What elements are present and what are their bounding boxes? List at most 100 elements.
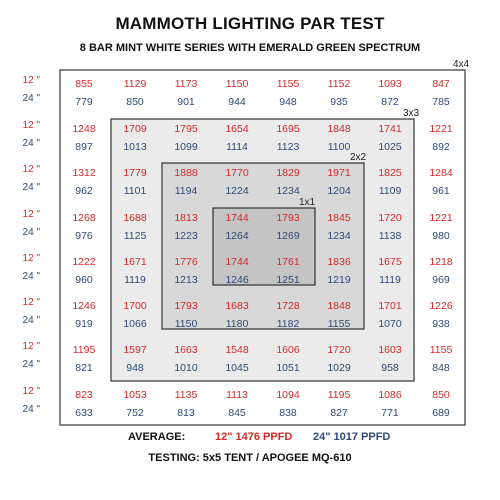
value-12in-r5-c7: 1675 xyxy=(378,256,402,268)
value-12in-r1-c2: 1129 xyxy=(124,78,147,90)
value-12in-r5-c8: 1218 xyxy=(429,256,453,268)
chart-title: MAMMOTH LIGHTING PAR TEST xyxy=(115,14,385,33)
zone-label-4x4: 4x4 xyxy=(453,59,470,70)
value-24in-r4-c3: 1223 xyxy=(174,230,198,242)
value-24in-r5-c1: 960 xyxy=(75,274,93,286)
value-24in-r5-c4: 1246 xyxy=(225,274,249,286)
row-label-24in: 24 " xyxy=(23,315,41,326)
value-12in-r7-c2: 1597 xyxy=(123,344,147,356)
row-label-24in: 24 " xyxy=(23,182,41,193)
value-24in-r8-c6: 827 xyxy=(330,407,348,419)
value-24in-r7-c2: 948 xyxy=(126,362,144,374)
value-24in-r7-c6: 1029 xyxy=(327,362,351,374)
row-label-24in: 24 " xyxy=(23,404,41,415)
value-12in-r4-c6: 1845 xyxy=(327,212,351,224)
value-24in-r7-c1: 821 xyxy=(75,362,93,374)
value-12in-r4-c1: 1268 xyxy=(72,212,96,224)
value-12in-r1-c6: 1152 xyxy=(328,78,351,90)
value-12in-r4-c7: 1720 xyxy=(378,212,402,224)
value-24in-r1-c1: 779 xyxy=(75,96,93,108)
row-label-24in: 24 " xyxy=(23,138,41,149)
row-label-24in: 24 " xyxy=(23,93,41,104)
value-24in-r1-c6: 935 xyxy=(330,96,348,108)
value-12in-r3-c1: 1312 xyxy=(72,167,96,179)
value-12in-r6-c5: 1728 xyxy=(276,300,300,312)
value-24in-r2-c3: 1099 xyxy=(174,141,198,153)
zone-label-1x1: 1x1 xyxy=(299,197,316,208)
value-24in-r3-c3: 1194 xyxy=(175,185,198,197)
value-24in-r7-c3: 1010 xyxy=(174,362,198,374)
value-24in-r8-c3: 813 xyxy=(177,407,195,419)
value-24in-r6-c2: 1066 xyxy=(123,318,147,330)
value-12in-r7-c4: 1548 xyxy=(225,344,249,356)
value-12in-r7-c1: 1195 xyxy=(73,344,96,356)
value-12in-r2-c6: 1848 xyxy=(327,123,351,135)
value-12in-r8-c7: 1086 xyxy=(378,389,402,401)
value-24in-r1-c4: 944 xyxy=(228,96,246,108)
value-12in-r3-c4: 1770 xyxy=(225,167,249,179)
value-12in-r5-c4: 1744 xyxy=(225,256,249,268)
value-24in-r8-c5: 838 xyxy=(279,407,297,419)
value-24in-r2-c2: 1013 xyxy=(123,141,147,153)
value-24in-r2-c6: 1100 xyxy=(328,141,351,153)
value-12in-r4-c2: 1688 xyxy=(123,212,147,224)
value-24in-r3-c8: 961 xyxy=(432,185,450,197)
value-24in-r7-c4: 1045 xyxy=(225,362,249,374)
value-12in-r7-c7: 1603 xyxy=(378,344,402,356)
value-24in-r4-c5: 1269 xyxy=(276,230,300,242)
value-24in-r6-c4: 1180 xyxy=(226,318,249,330)
value-cells: 855 1129 1173 1150 1155 1152 1093 847 1248 1709 17… xyxy=(72,78,453,419)
value-24in-r4-c8: 980 xyxy=(432,230,450,242)
value-12in-r2-c1: 1248 xyxy=(72,123,96,135)
row-label-12in: 12 " xyxy=(23,341,41,352)
value-12in-r6-c1: 1246 xyxy=(72,300,96,312)
value-12in-r6-c3: 1793 xyxy=(174,300,198,312)
value-12in-r3-c6: 1971 xyxy=(327,167,351,179)
value-24in-r8-c2: 752 xyxy=(126,407,144,419)
value-12in-r5-c5: 1761 xyxy=(276,256,300,268)
value-24in-r6-c5: 1182 xyxy=(277,318,300,330)
value-24in-r6-c1: 919 xyxy=(75,318,93,330)
value-12in-r7-c6: 1720 xyxy=(327,344,351,356)
value-24in-r8-c4: 845 xyxy=(228,407,246,419)
value-24in-r3-c5: 1234 xyxy=(276,185,300,197)
value-12in-r4-c5: 1793 xyxy=(276,212,300,224)
value-12in-r5-c3: 1776 xyxy=(174,256,198,268)
value-12in-r6-c6: 1848 xyxy=(327,300,351,312)
value-12in-r3-c5: 1829 xyxy=(276,167,300,179)
value-12in-r5-c2: 1671 xyxy=(123,256,147,268)
value-12in-r2-c2: 1709 xyxy=(123,123,147,135)
value-12in-r4-c4: 1744 xyxy=(225,212,249,224)
row-label-24in: 24 " xyxy=(23,359,41,370)
value-12in-r8-c8: 850 xyxy=(432,389,450,401)
value-12in-r7-c5: 1606 xyxy=(276,344,300,356)
value-12in-r8-c3: 1135 xyxy=(175,389,198,401)
value-24in-r7-c7: 958 xyxy=(381,362,399,374)
average-label: AVERAGE: xyxy=(128,431,186,443)
value-24in-r2-c8: 892 xyxy=(432,141,450,153)
row-label-12in: 12 " xyxy=(23,120,41,131)
value-12in-r2-c3: 1795 xyxy=(174,123,198,135)
value-24in-r5-c6: 1219 xyxy=(327,274,351,286)
value-24in-r5-c8: 969 xyxy=(432,274,450,286)
value-12in-r1-c8: 847 xyxy=(432,78,450,90)
value-12in-r5-c6: 1836 xyxy=(327,256,351,268)
value-24in-r3-c2: 1101 xyxy=(124,185,147,197)
value-24in-r1-c8: 785 xyxy=(432,96,450,108)
zone-label-3x3: 3x3 xyxy=(403,108,420,119)
row-labels: 12 " 24 " 12 " 24 " 12 " 24 " 12 " 24 " 12 " 24 "… xyxy=(23,75,41,415)
row-label-12in: 12 " xyxy=(23,164,41,175)
chart-subtitle: 8 BAR MINT WHITE SERIES WITH EMERALD GRE… xyxy=(79,42,421,54)
value-24in-r1-c7: 872 xyxy=(381,96,399,108)
value-12in-r8-c4: 1113 xyxy=(226,389,248,401)
value-12in-r2-c7: 1741 xyxy=(378,123,402,135)
value-24in-r2-c1: 897 xyxy=(75,141,93,153)
value-24in-r2-c5: 1123 xyxy=(277,141,300,153)
row-label-12in: 12 " xyxy=(23,209,41,220)
value-24in-r4-c6: 1234 xyxy=(327,230,351,242)
value-12in-r2-c5: 1695 xyxy=(276,123,300,135)
row-label-24in: 24 " xyxy=(23,227,41,238)
value-12in-r1-c5: 1155 xyxy=(277,78,300,90)
value-24in-r3-c4: 1224 xyxy=(225,185,249,197)
